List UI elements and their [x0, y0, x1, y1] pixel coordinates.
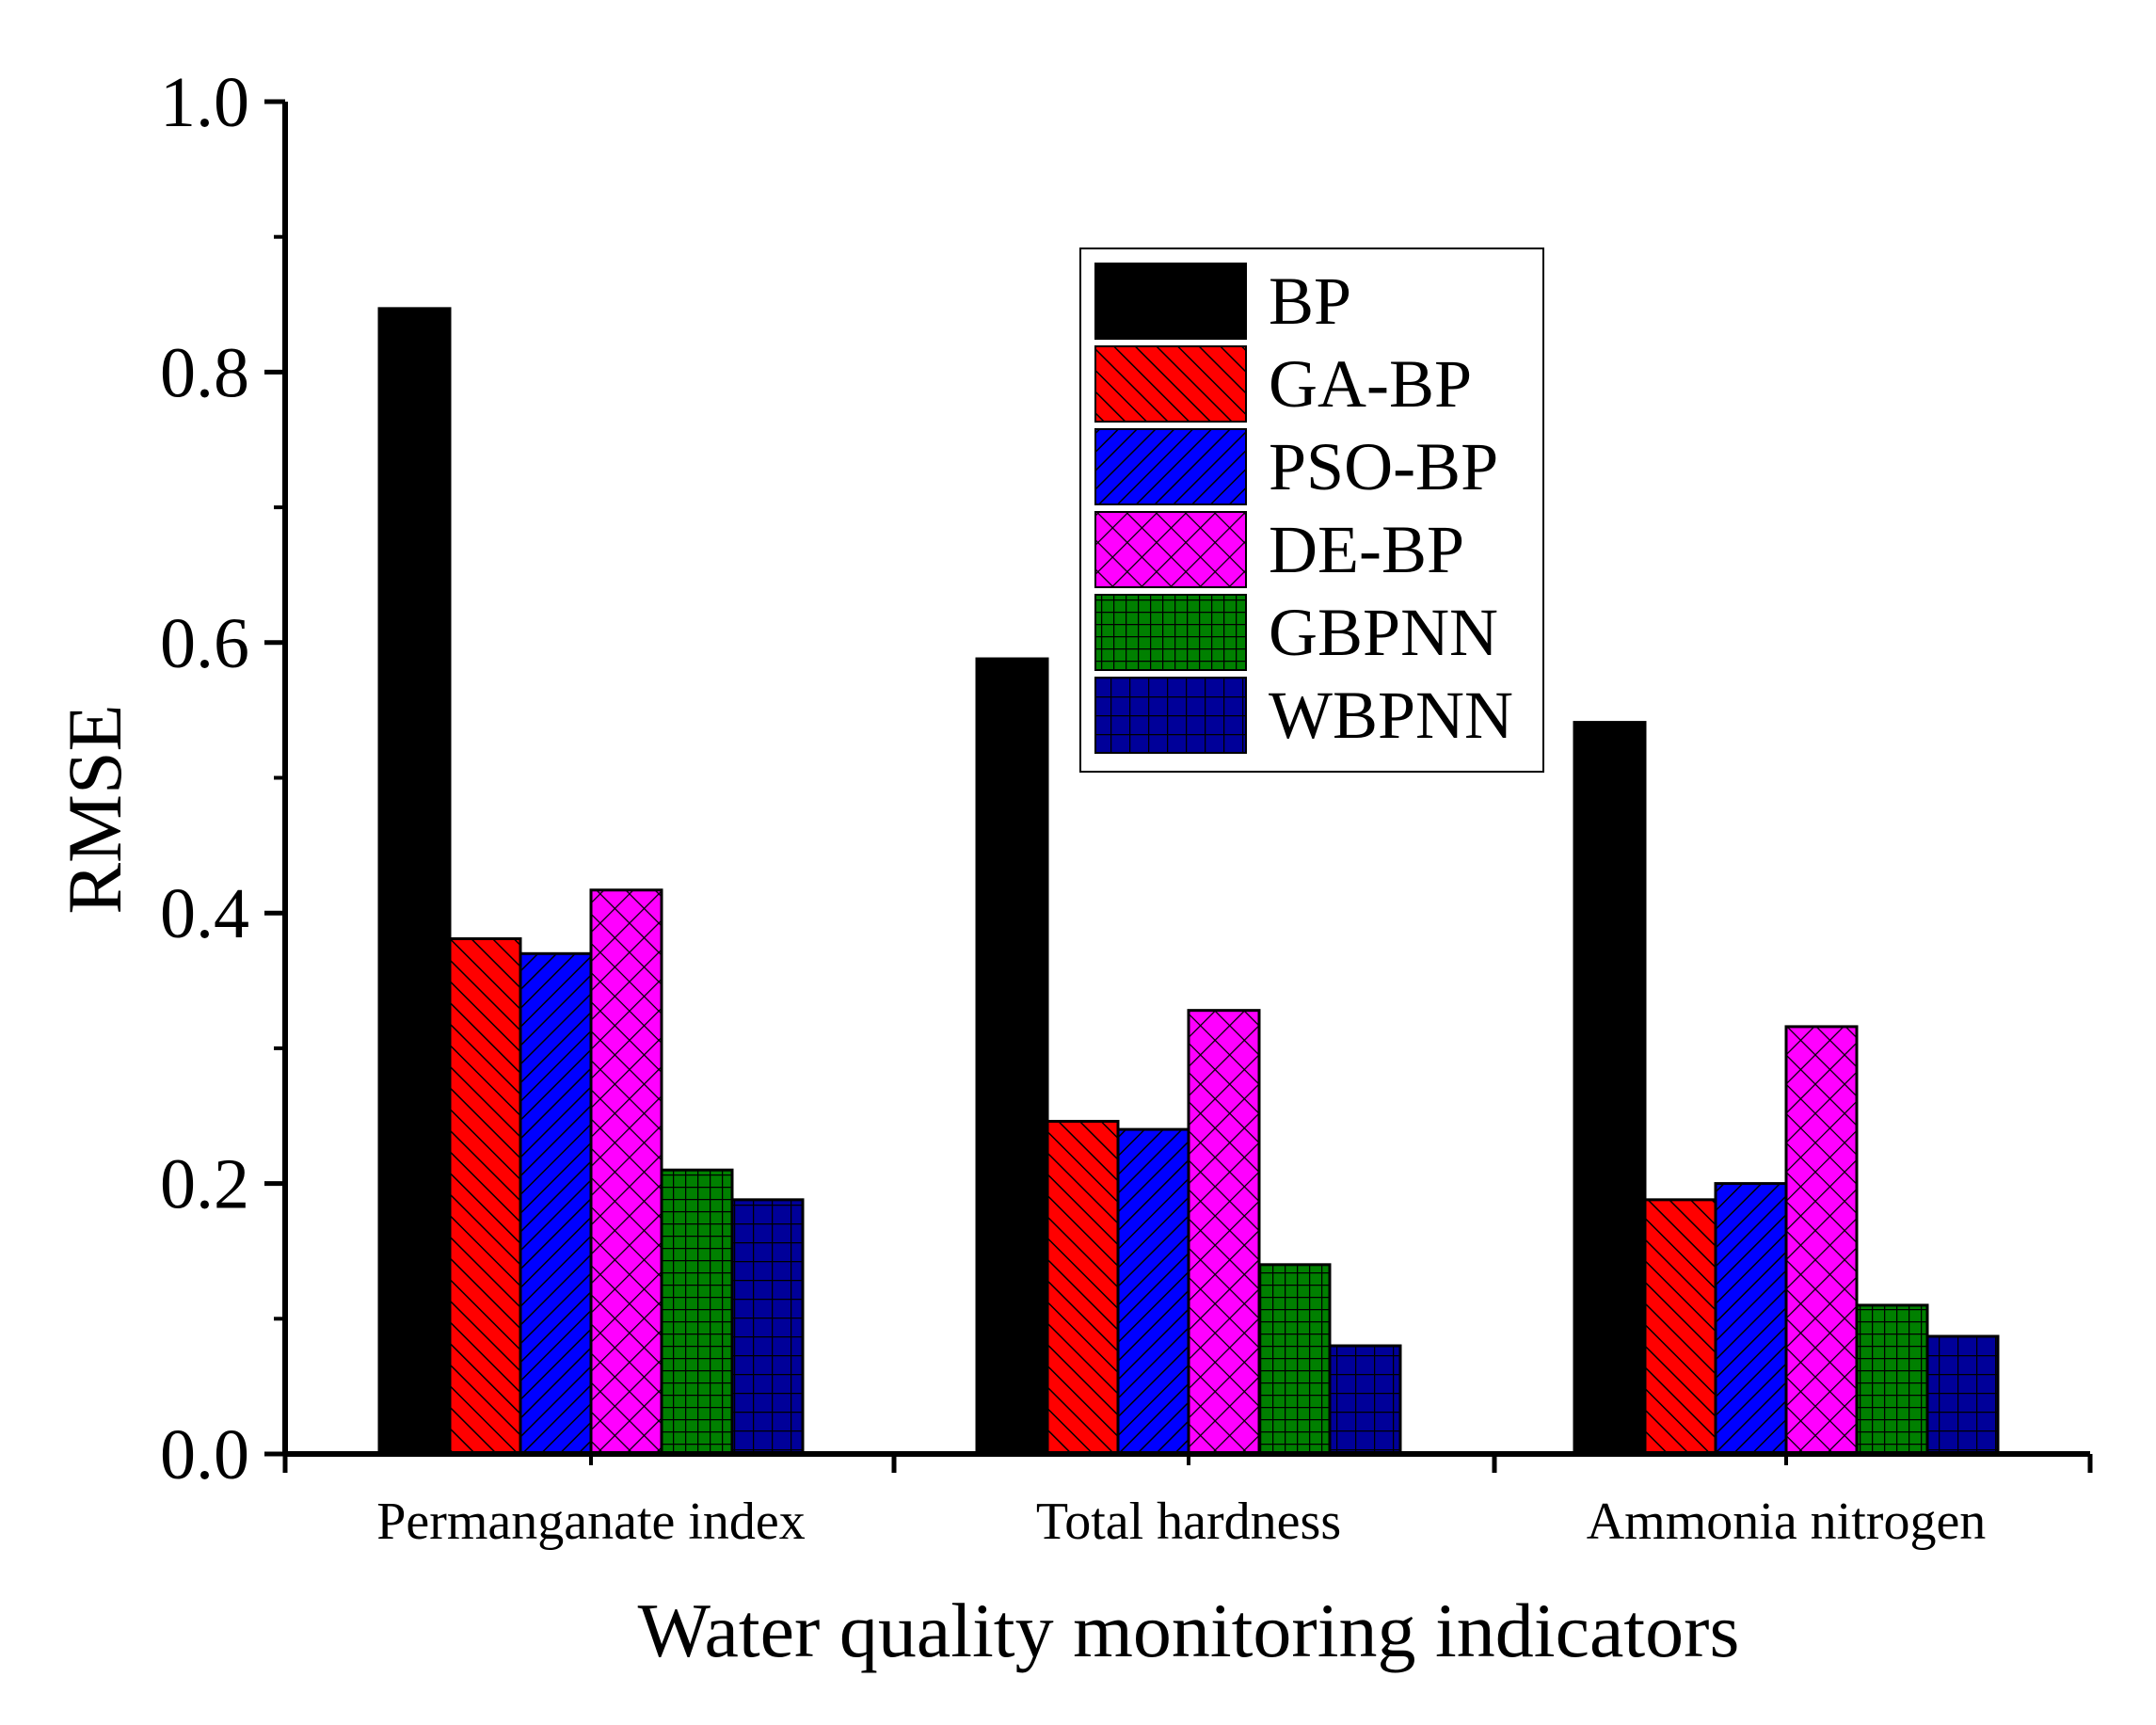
bar-wbpnn-ammonia-nitrogen: [1925, 1334, 2000, 1456]
bar-bp-permanganate-index: [377, 307, 452, 1456]
legend-item-bp: BP: [1094, 263, 1351, 340]
bar-bp-ammonia-nitrogen: [1573, 721, 1647, 1456]
bar-ga-bp-ammonia-nitrogen: [1643, 1198, 1717, 1456]
legend-item-wbpnn: WBPNN: [1094, 677, 1513, 754]
bar-pso-bp-ammonia-nitrogen: [1714, 1182, 1788, 1456]
legend-label: DE-BP: [1269, 512, 1464, 587]
legend-label: PSO-BP: [1269, 429, 1498, 504]
bar-bp-total-hardness: [975, 657, 1049, 1456]
y-tick-label: 1.0: [160, 63, 249, 142]
bar-gbpnn-permanganate-index: [660, 1168, 734, 1456]
axes-layer: 0.0 0.2 0.4 0.6 0.8 1.0 Permanganate index Tota…: [160, 63, 2093, 1551]
bar-de-bp-total-hardness: [1187, 1009, 1261, 1456]
bar-ga-bp-total-hardness: [1046, 1119, 1120, 1456]
legend-label: BP: [1269, 264, 1351, 339]
bar-wbpnn-total-hardness: [1328, 1344, 1402, 1456]
bar-pso-bp-total-hardness: [1116, 1127, 1190, 1456]
y-tick-label: 0.6: [160, 604, 249, 683]
bar-de-bp-ammonia-nitrogen: [1784, 1025, 1859, 1456]
bars-layer: [377, 307, 2000, 1456]
bar-gbpnn-total-hardness: [1257, 1263, 1332, 1456]
x-category-label: Ammonia nitrogen: [1587, 1493, 1987, 1551]
bar-de-bp-permanganate-index: [589, 888, 663, 1456]
legend-swatch: [1095, 264, 1246, 339]
legend-item-pso-bp: PSO-BP: [1094, 428, 1498, 505]
y-axis-title: RMSE: [52, 704, 137, 914]
x-category-label: Permanganate index: [376, 1493, 806, 1551]
bar-ga-bp-permanganate-index: [448, 937, 522, 1456]
y-tick-label: 0.2: [160, 1145, 249, 1224]
legend-item-ga-bp: GA-BP: [1094, 345, 1472, 423]
legend-item-gbpnn: GBPNN: [1094, 594, 1498, 671]
bar-wbpnn-permanganate-index: [730, 1198, 805, 1456]
y-tick-label: 0.4: [160, 874, 249, 953]
y-tick-label: 0.8: [160, 333, 249, 412]
x-axis-title: Water quality monitoring indicators: [638, 1588, 1740, 1673]
bar-pso-bp-permanganate-index: [519, 951, 593, 1456]
y-tick-label: 0.0: [160, 1415, 249, 1494]
x-category-label: Total hardness: [1036, 1493, 1341, 1551]
legend-label: WBPNN: [1269, 678, 1513, 753]
legend-item-de-bp: DE-BP: [1094, 511, 1464, 588]
bar-gbpnn-ammonia-nitrogen: [1855, 1303, 1929, 1456]
legend-label: GA-BP: [1269, 346, 1472, 422]
legend-label: GBPNN: [1269, 595, 1498, 670]
